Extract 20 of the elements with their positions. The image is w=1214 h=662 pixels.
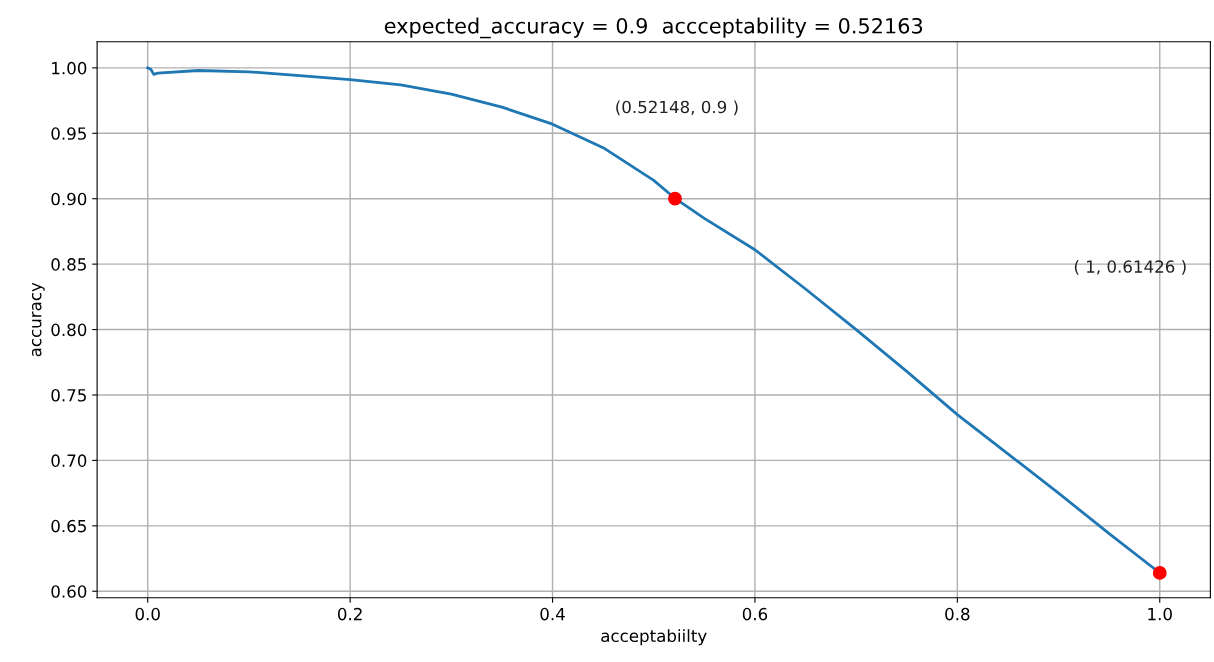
annotation: (0.52148, 0.9 )	[616, 100, 738, 116]
x-tick-label: 0.4	[540, 607, 565, 621]
y-tick-label: 0.85	[51, 258, 86, 271]
y-axis-title: accuracy	[31, 282, 45, 357]
x-tick-label: 0.6	[742, 607, 768, 621]
annotation: ( 1, 0.61426 )	[1074, 259, 1186, 275]
y-tick-label: 0.80	[51, 323, 87, 337]
x-tick-label: 0.0	[135, 607, 160, 621]
y-tick-label: 0.90	[51, 192, 87, 206]
y-tick-label: 0.70	[51, 454, 87, 467]
y-tick-label: 0.95	[51, 127, 86, 140]
y-tick-label: 1.00	[52, 61, 87, 75]
x-axis-title: acceptabiilty	[601, 629, 707, 646]
y-tick-label: 0.75	[51, 388, 86, 402]
x-tick-label: 0.2	[337, 607, 362, 621]
y-tick-label: 0.65	[51, 519, 86, 533]
y-tick-label: 0.60	[51, 585, 87, 598]
x-tick-label: 0.8	[945, 607, 970, 621]
x-tick-label: 1.0	[1148, 607, 1172, 621]
chart-title: expected_accuracy = 0.9 accceptability = 0.52163	[384, 17, 923, 39]
